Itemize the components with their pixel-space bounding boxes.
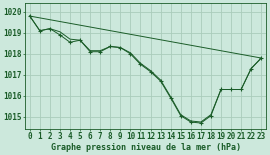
X-axis label: Graphe pression niveau de la mer (hPa): Graphe pression niveau de la mer (hPa) — [50, 143, 241, 152]
